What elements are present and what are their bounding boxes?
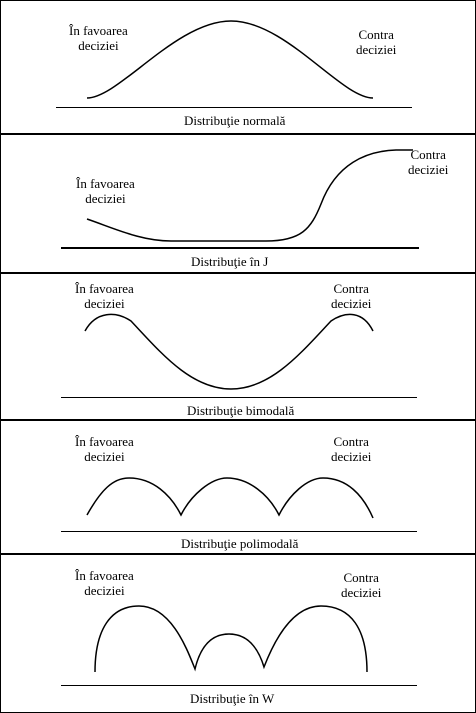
polymodal-curve bbox=[86, 477, 374, 519]
caption: Distribuţie bimodală bbox=[187, 403, 295, 418]
against-label: Contra deciziei bbox=[331, 434, 372, 464]
axis-line bbox=[61, 531, 417, 532]
bimodal-curve bbox=[84, 313, 374, 390]
favor-label: În favoarea deciziei bbox=[75, 434, 134, 464]
axis-line bbox=[56, 107, 412, 108]
against-label: Contra deciziei bbox=[331, 281, 372, 311]
against-label: Contra deciziei bbox=[356, 27, 397, 57]
caption: Distribuţie polimodală bbox=[181, 536, 299, 551]
panel-polymodal: În favoarea deciziei Contra deciziei Distr… bbox=[0, 419, 476, 555]
normal-curve bbox=[86, 20, 374, 99]
w-curve-plot bbox=[94, 605, 368, 673]
bimodal-curve-plot bbox=[84, 313, 374, 390]
axis-line bbox=[61, 397, 417, 398]
panel-j: În favoarea deciziei Contra deciziei Distr… bbox=[0, 133, 476, 274]
axis-line bbox=[61, 685, 417, 686]
j-curve bbox=[86, 149, 413, 242]
panel-bimodal: În favoarea deciziei Contra deciziei Distr… bbox=[0, 272, 476, 421]
w-curve bbox=[94, 605, 368, 673]
caption: Distribuţie normală bbox=[184, 113, 286, 128]
j-curve-plot bbox=[86, 149, 413, 242]
axis-line bbox=[61, 247, 419, 249]
against-label: Contra deciziei bbox=[341, 570, 382, 600]
polymodal-curve-plot bbox=[86, 477, 374, 519]
panel-w: În favoarea deciziei Contra deciziei Distr… bbox=[0, 553, 476, 713]
caption: Distribuţie în W bbox=[190, 691, 275, 706]
favor-label: În favoarea deciziei bbox=[75, 281, 134, 311]
caption: Distribuţie în J bbox=[191, 254, 269, 269]
panel-normal: În favoarea deciziei Contra deciziei Distr… bbox=[0, 0, 476, 135]
against-label: Contra deciziei bbox=[408, 147, 449, 177]
normal-curve-plot bbox=[86, 20, 374, 99]
favor-label: În favoarea deciziei bbox=[75, 568, 134, 598]
favor-label: În favoarea deciziei bbox=[69, 23, 128, 53]
favor-label: În favoarea deciziei bbox=[76, 176, 135, 206]
